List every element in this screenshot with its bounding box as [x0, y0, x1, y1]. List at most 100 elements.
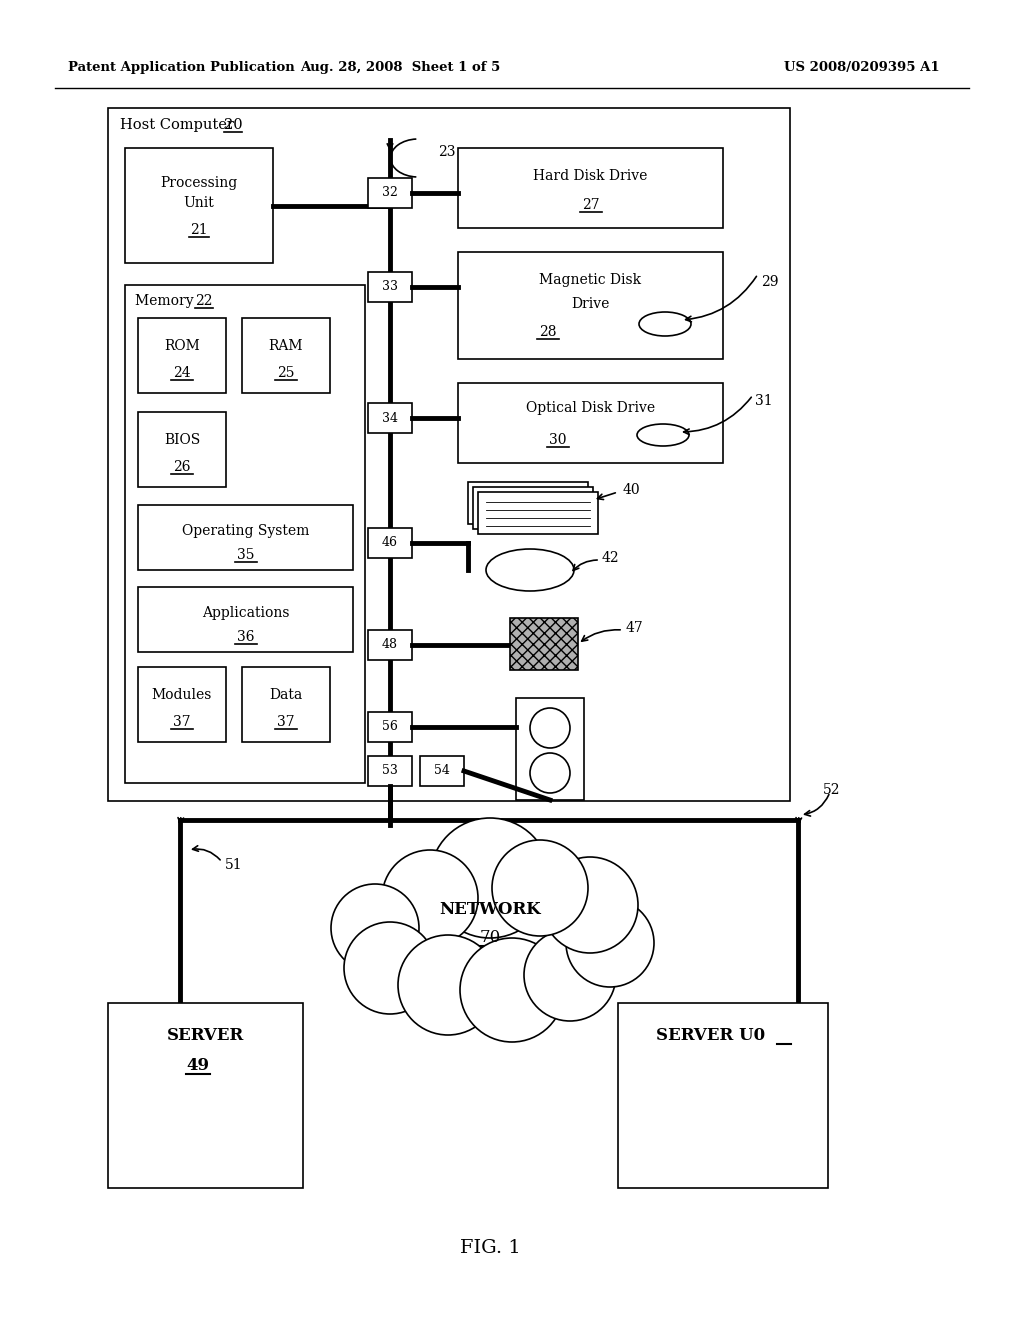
Bar — [510, 618, 578, 671]
Text: 21: 21 — [190, 223, 208, 238]
Text: Operating System: Operating System — [182, 524, 309, 539]
Bar — [420, 756, 464, 785]
Text: SERVER: SERVER — [167, 1027, 244, 1044]
Text: 30: 30 — [549, 433, 566, 447]
Bar — [138, 318, 226, 393]
Text: 47: 47 — [626, 620, 644, 635]
Circle shape — [331, 884, 419, 972]
Text: 27: 27 — [582, 198, 599, 213]
Bar — [368, 272, 412, 302]
Text: Processing: Processing — [161, 176, 238, 190]
Text: Drive: Drive — [571, 297, 609, 312]
Bar — [242, 318, 330, 393]
Text: 56: 56 — [382, 721, 398, 734]
Circle shape — [430, 818, 550, 939]
Circle shape — [430, 818, 550, 939]
Circle shape — [382, 850, 478, 946]
Bar — [478, 492, 598, 535]
Ellipse shape — [486, 549, 574, 591]
Text: Aug. 28, 2008  Sheet 1 of 5: Aug. 28, 2008 Sheet 1 of 5 — [300, 62, 500, 74]
Text: Host Computer: Host Computer — [120, 117, 239, 132]
Text: 53: 53 — [382, 764, 398, 777]
Circle shape — [566, 899, 654, 987]
Text: 22: 22 — [195, 294, 213, 308]
Text: 24: 24 — [173, 366, 190, 380]
Bar — [125, 285, 365, 783]
Text: 70: 70 — [479, 928, 501, 945]
Bar — [516, 698, 584, 800]
Text: 31: 31 — [755, 393, 773, 408]
Bar — [242, 667, 330, 742]
Circle shape — [344, 921, 436, 1014]
Bar — [368, 403, 412, 433]
Text: 28: 28 — [540, 325, 557, 339]
Bar — [368, 711, 412, 742]
Text: 46: 46 — [382, 536, 398, 549]
Text: 37: 37 — [278, 715, 295, 729]
Text: Patent Application Publication: Patent Application Publication — [68, 62, 295, 74]
Text: 32: 32 — [382, 186, 398, 199]
Bar — [108, 108, 790, 801]
Text: 48: 48 — [382, 639, 398, 652]
Circle shape — [398, 935, 498, 1035]
Text: Data: Data — [269, 688, 303, 702]
Circle shape — [344, 921, 436, 1014]
Text: Optical Disk Drive: Optical Disk Drive — [526, 401, 655, 414]
Text: 34: 34 — [382, 412, 398, 425]
Circle shape — [331, 884, 419, 972]
Bar — [138, 506, 353, 570]
Text: FIG. 1: FIG. 1 — [460, 1239, 520, 1257]
Bar — [618, 1003, 828, 1188]
Circle shape — [566, 899, 654, 987]
Circle shape — [460, 939, 564, 1041]
Text: Modules: Modules — [152, 688, 212, 702]
Circle shape — [492, 840, 588, 936]
Text: SERVER U0: SERVER U0 — [656, 1027, 766, 1044]
Text: Magnetic Disk: Magnetic Disk — [540, 273, 642, 286]
Text: RAM: RAM — [268, 339, 303, 352]
Circle shape — [524, 929, 616, 1020]
Circle shape — [398, 935, 498, 1035]
Bar — [368, 756, 412, 785]
Bar — [468, 482, 588, 524]
Text: ROM: ROM — [164, 339, 200, 352]
Text: NETWORK: NETWORK — [439, 902, 541, 919]
Bar — [138, 667, 226, 742]
Text: 33: 33 — [382, 281, 398, 293]
Circle shape — [382, 850, 478, 946]
Text: 26: 26 — [173, 459, 190, 474]
Text: Unit: Unit — [183, 195, 214, 210]
Text: 25: 25 — [278, 366, 295, 380]
Bar — [458, 252, 723, 359]
Text: 37: 37 — [173, 715, 190, 729]
Text: Applications: Applications — [202, 606, 289, 620]
Text: 23: 23 — [438, 145, 456, 158]
Bar — [473, 487, 593, 529]
Text: Hard Disk Drive: Hard Disk Drive — [534, 169, 648, 183]
Text: BIOS: BIOS — [164, 433, 200, 447]
Bar — [368, 178, 412, 209]
Text: 20: 20 — [224, 117, 243, 132]
Text: Memory: Memory — [135, 294, 198, 308]
Circle shape — [460, 939, 564, 1041]
Circle shape — [530, 752, 570, 793]
Text: 36: 36 — [237, 630, 254, 644]
Text: 52: 52 — [823, 783, 841, 797]
Circle shape — [524, 929, 616, 1020]
Text: 54: 54 — [434, 764, 450, 777]
Bar — [368, 630, 412, 660]
Ellipse shape — [639, 312, 691, 337]
Text: 42: 42 — [602, 550, 620, 565]
Circle shape — [542, 857, 638, 953]
Circle shape — [530, 708, 570, 748]
Bar — [138, 587, 353, 652]
Circle shape — [492, 840, 588, 936]
Ellipse shape — [637, 424, 689, 446]
Text: 35: 35 — [237, 548, 254, 562]
Bar — [458, 383, 723, 463]
Text: 29: 29 — [761, 275, 778, 289]
Text: 49: 49 — [186, 1056, 209, 1073]
Bar — [108, 1003, 303, 1188]
Bar — [368, 528, 412, 558]
Bar — [125, 148, 273, 263]
